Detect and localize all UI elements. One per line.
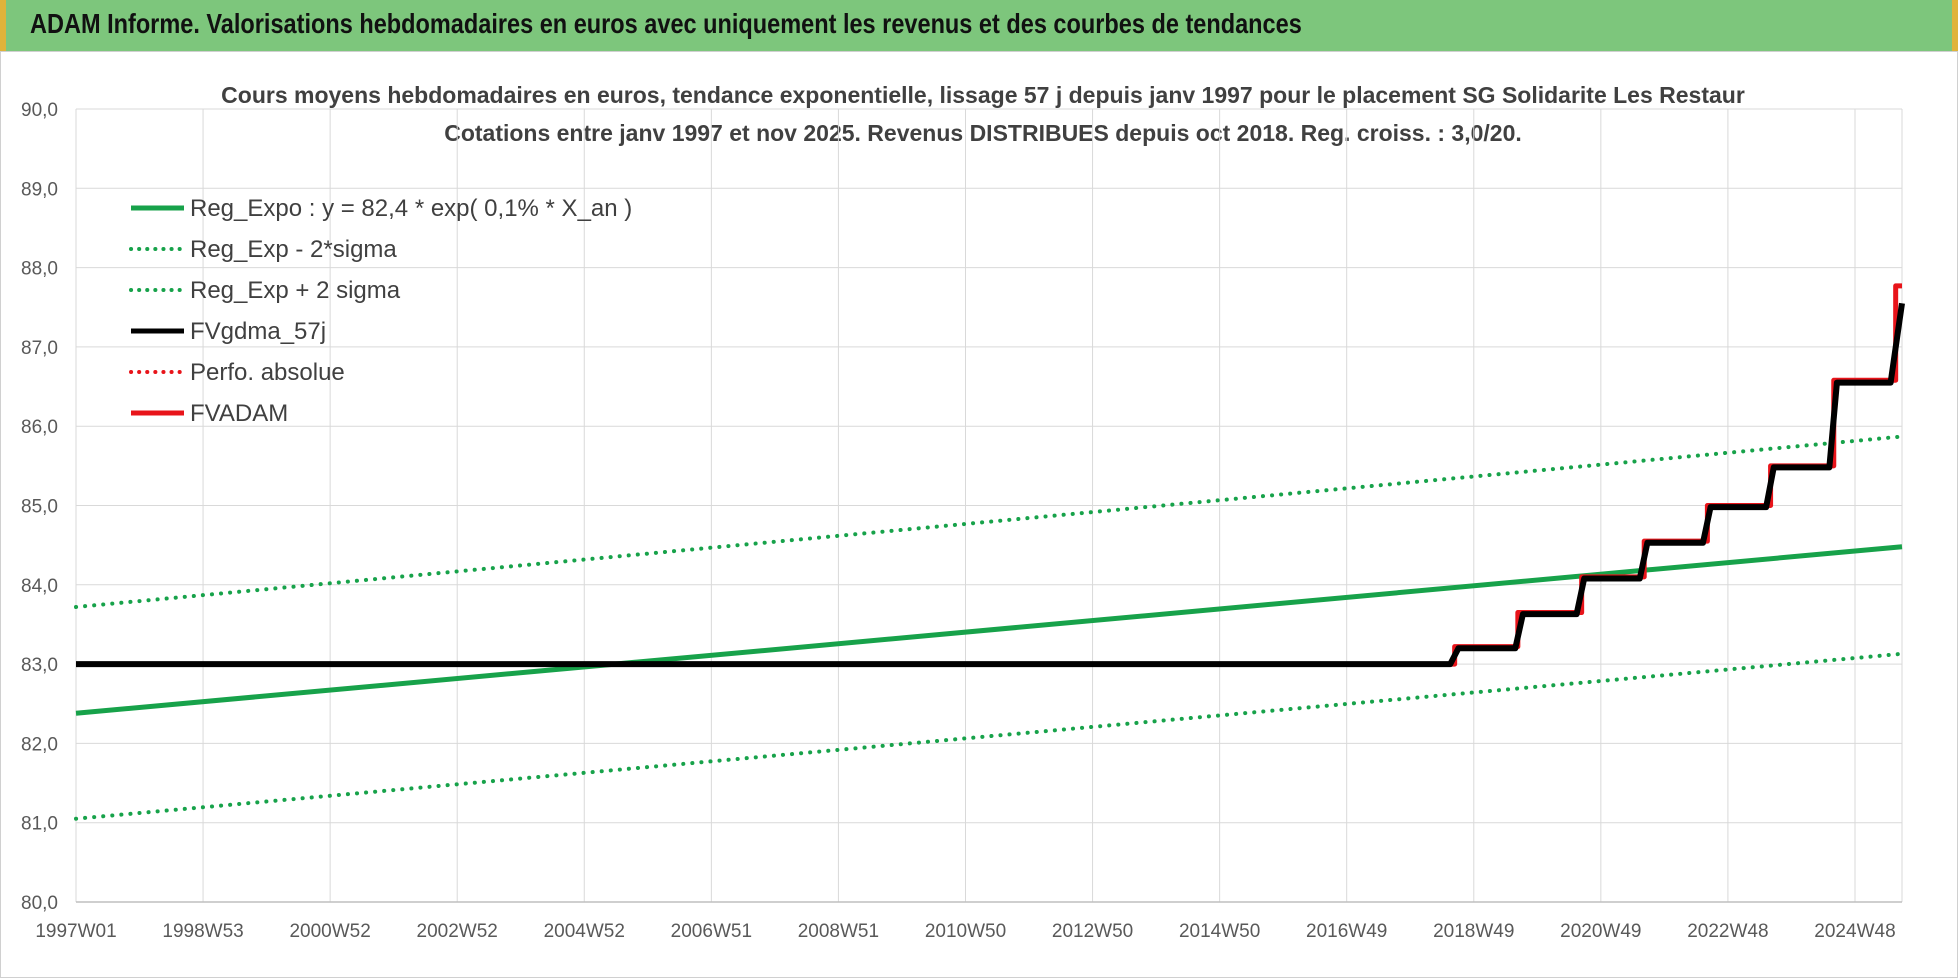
series-line: [75, 544, 1903, 716]
x-tick-label: 1997W01: [35, 921, 116, 942]
x-tick-label: 2016W49: [1306, 921, 1387, 942]
series-line: [74, 651, 1904, 821]
x-tick-label: 2000W52: [289, 921, 370, 942]
chart-subtitle: Cotations entre janv 1997 et nov 2025. R…: [444, 120, 1522, 146]
legend-label: FVgdma_57j: [190, 318, 326, 345]
legend-label: FVADAM: [190, 400, 288, 427]
x-tick-label: 2018W49: [1433, 921, 1514, 942]
series-line: [76, 283, 1902, 667]
x-tick-label: 2024W48: [1814, 921, 1895, 942]
x-tick-label: 2006W51: [671, 921, 752, 942]
y-tick-label: 85,0: [21, 497, 58, 518]
chart-legend: Reg_Expo : y = 82,4 * exp( 0,1% * X_an )…: [129, 195, 632, 427]
series-layer: [74, 283, 1905, 821]
x-tick-label: 2014W50: [1179, 921, 1260, 942]
x-tick-label: 2010W50: [925, 921, 1006, 942]
y-tick-label: 86,0: [21, 417, 58, 438]
y-tick-label: 84,0: [21, 576, 58, 597]
y-tick-label: 90,0: [21, 100, 58, 121]
y-tick-label: 81,0: [21, 814, 58, 835]
legend-label: Reg_Expo : y = 82,4 * exp( 0,1% * X_an ): [190, 195, 632, 222]
x-tick-label: 1998W53: [162, 921, 243, 942]
series-line: [74, 434, 1904, 610]
report-banner: ADAM Informe. Valorisations hebdomadaire…: [0, 0, 1958, 51]
y-tick-label: 88,0: [21, 259, 58, 280]
y-tick-label: 80,0: [21, 893, 58, 914]
y-tick-label: 83,0: [21, 655, 58, 676]
chart-title: Cours moyens hebdomadaires en euros, ten…: [221, 82, 1745, 108]
y-tick-label: 87,0: [21, 338, 58, 359]
legend-label: Reg_Exp + 2 sigma: [190, 277, 401, 304]
x-tick-label: 2002W52: [417, 921, 498, 942]
legend-label: Perfo. absolue: [190, 359, 345, 386]
x-tick-label: 2020W49: [1560, 921, 1641, 942]
x-tick-label: 2008W51: [798, 921, 879, 942]
legend-label: Reg_Exp - 2*sigma: [190, 236, 397, 263]
y-tick-label: 89,0: [21, 179, 58, 200]
x-tick-label: 2004W52: [544, 921, 625, 942]
x-tick-label: 2012W50: [1052, 921, 1133, 942]
banner-title: ADAM Informe. Valorisations hebdomadaire…: [30, 8, 1302, 39]
axis-ticks: 80,0 81,0 82,0 83,0 84,0 85,0 86,0 87,0 88,0 89,0…: [21, 100, 1896, 942]
x-tick-label: 2022W48: [1687, 921, 1768, 942]
series-line: [76, 302, 1905, 668]
chart-grid: [75, 108, 1903, 903]
y-tick-label: 82,0: [21, 734, 58, 755]
